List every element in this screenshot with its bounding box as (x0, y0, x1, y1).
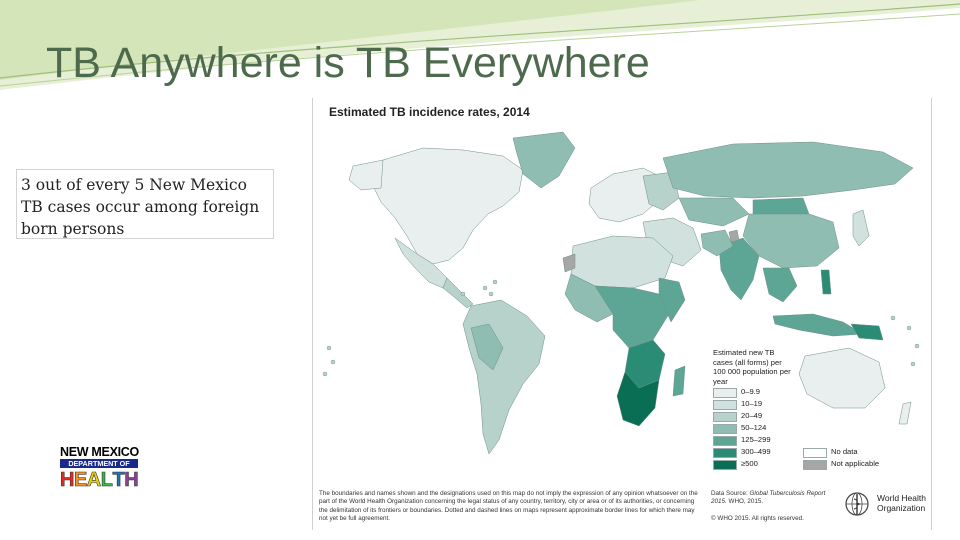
legend-label: Not applicable (831, 459, 880, 468)
map-island-dot (492, 279, 498, 285)
legend-label: 0–9.9 (741, 387, 761, 396)
who-line-2: Organization (877, 503, 926, 513)
map-pakistan-afghanistan (700, 229, 734, 257)
health-letter: A (86, 469, 101, 492)
copyright: © WHO 2015. All rights reserved. (711, 515, 804, 523)
who-name: World Health Organization (877, 493, 926, 513)
logo-line-state: NEW MEXICO (60, 445, 139, 459)
map-island-dot (482, 285, 488, 291)
map-philippines (820, 269, 832, 295)
map-india (718, 237, 760, 301)
map-russia (662, 141, 914, 199)
map-disclaimer: The boundaries and names shown and the d… (319, 490, 698, 523)
source-org: WHO, 2015. (728, 498, 764, 506)
who-logo: World Health Organization (843, 491, 931, 517)
health-letter: T (112, 469, 125, 492)
legend-swatch (803, 448, 827, 458)
map-island-dot (914, 343, 920, 349)
legend-swatch (713, 400, 737, 410)
health-letter: E (73, 469, 88, 492)
legend-swatch (713, 436, 737, 446)
map-china (742, 213, 840, 269)
map-central-america (442, 277, 474, 309)
map-island-dot (890, 315, 896, 321)
source-label: Data Source: (711, 490, 748, 497)
tb-incidence-map-panel: Estimated TB incidence rates, 2014 (312, 98, 932, 530)
map-australia (798, 347, 886, 409)
legend-label: 20–49 (741, 411, 763, 420)
map-island-dot (906, 325, 912, 331)
map-island-dot (488, 291, 494, 297)
legend-label: 50–124 (741, 423, 767, 432)
map-kashmir (728, 229, 740, 243)
map-south-america (462, 299, 546, 455)
decorative-swoosh (0, 0, 960, 90)
health-letter: L (100, 469, 113, 492)
world-map (322, 131, 920, 455)
map-western-sahara (562, 253, 576, 273)
map-island-dot (326, 345, 332, 351)
logo-line-department: DEPARTMENT OF (60, 459, 138, 468)
map-north-africa (570, 235, 674, 289)
slide-title: TB Anywhere is TB Everywhere (46, 39, 650, 87)
map-alaska (348, 159, 384, 191)
legend-label: 125–299 (741, 435, 771, 444)
legend-swatch (803, 460, 827, 470)
legend-label: 10–19 (741, 399, 763, 408)
map-new-zealand (898, 401, 912, 425)
legend-swatch (713, 448, 737, 458)
map-greenland (512, 131, 576, 189)
legend-label: ≥500 (741, 459, 758, 468)
map-north-america (370, 147, 524, 265)
legend-swatch (713, 424, 737, 434)
map-island-dot (910, 361, 916, 367)
map-island-dot (460, 291, 466, 297)
data-source: Data Source: Global Tuberculosis Report … (711, 490, 841, 524)
source-title: Global Tuberculosis Report 2015. (711, 490, 826, 506)
map-madagascar (672, 365, 686, 397)
map-southeast-asia (762, 267, 798, 303)
health-letter: H (124, 469, 139, 492)
callout-text: 3 out of every 5 New Mexico TB cases occ… (16, 169, 274, 239)
legend-title: Estimated new TB cases (all forms) per 1… (713, 348, 791, 386)
map-png (850, 323, 884, 341)
health-letter: H (60, 469, 75, 492)
legend-label: 300–499 (741, 447, 771, 456)
legend-swatch (713, 388, 737, 398)
who-line-1: World Health (877, 493, 926, 503)
legend-label: No data (831, 447, 858, 456)
legend-swatch (713, 412, 737, 422)
legend-swatch (713, 460, 737, 470)
map-peru-bolivia (470, 323, 504, 371)
map-southern-africa (616, 371, 660, 427)
map-island-dot (322, 371, 328, 377)
map-japan (852, 209, 870, 247)
map-island-dot (330, 359, 336, 365)
map-title: Estimated TB incidence rates, 2014 (329, 105, 530, 119)
map-east-africa (658, 277, 686, 323)
map-indonesia (772, 313, 864, 337)
who-emblem-icon (845, 492, 869, 516)
map-kazakhstan (678, 197, 750, 227)
